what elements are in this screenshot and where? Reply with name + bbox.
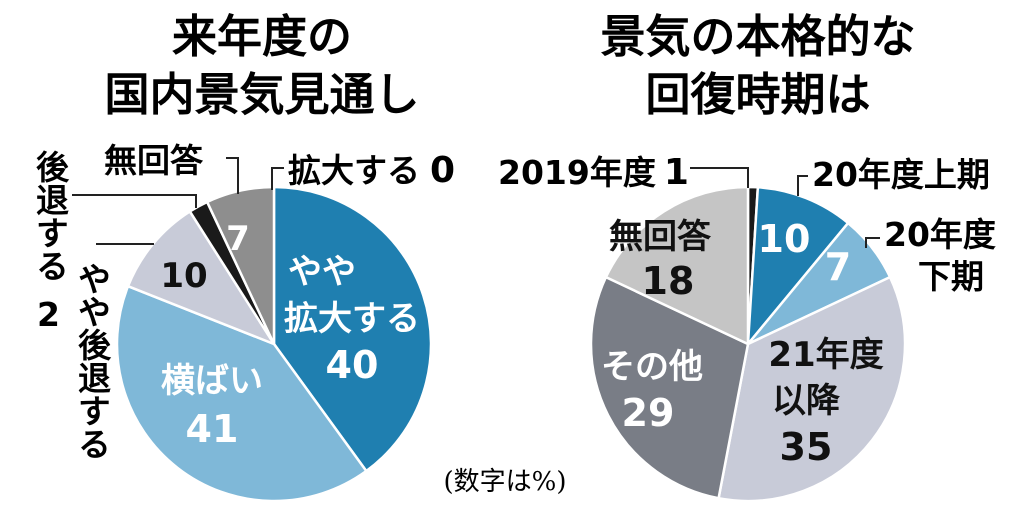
right-pie-slice-1 (746, 186, 850, 346)
value-shimoki: 7 (825, 245, 851, 289)
value-kakudai: 0 (430, 150, 455, 191)
label-shimoki-1: 20年度 (884, 215, 996, 254)
value-yokobai: 41 (186, 407, 239, 451)
label-yokobai: 横ばい (161, 361, 263, 401)
value-sonota: 29 (622, 391, 675, 435)
left-pie-slice-1 (272, 185, 433, 473)
left-pie-slice-5 (205, 185, 276, 346)
left-title-line1: 来年度の (172, 10, 352, 63)
leader-kakudai (271, 167, 284, 190)
label-yaya-kakudai-1: やや (288, 252, 356, 292)
label-kamiki: 20年度上期 (812, 155, 990, 194)
leader-mukaitou-left (226, 157, 239, 194)
value-yaya-koutai: 10 (160, 256, 207, 296)
right-pie-slice-3 (717, 275, 907, 503)
label-sonota: その他 (601, 347, 703, 387)
left-pie (115, 185, 433, 503)
label-kakudai: 拡大する (288, 151, 420, 190)
left-pie-slice-2 (115, 284, 368, 503)
leader-2019 (690, 167, 749, 188)
label-koutai: 後退する (31, 150, 70, 282)
value-koutai: 2 (37, 295, 60, 334)
label-mukaitou-right: 無回答 (609, 217, 712, 257)
label-yaya-koutai: やや後退する (73, 262, 112, 460)
label-kakudai-group: 拡大する 0 (288, 150, 455, 191)
label-yaya-kakudai-2: 拡大する (284, 299, 420, 339)
leader-koutai (72, 194, 197, 208)
label-ikou-2: 以降 (772, 381, 841, 421)
leader-shimoki (865, 237, 880, 248)
left-title-line2: 国内景気見通し (104, 68, 419, 121)
value-mukaitou-right: 18 (642, 259, 695, 303)
right-pie (589, 185, 907, 503)
right-pie-slice-4 (589, 275, 750, 500)
value-2019: 1 (664, 152, 689, 193)
value-kamiki: 10 (758, 217, 811, 261)
unit-note: (数字は%) (444, 467, 567, 497)
right-title-line1: 景気の本格的な (600, 10, 915, 63)
label-mukaitou-left: 無回答 (104, 141, 204, 180)
label-2019-group: 2019年度 1 (498, 152, 689, 193)
label-2019: 2019年度 (498, 153, 656, 192)
right-title-line2: 回復時期は (645, 68, 870, 121)
right-pie-slice-5 (604, 185, 750, 346)
value-ikou: 35 (780, 425, 833, 469)
value-yaya-kakudai: 40 (326, 343, 379, 387)
leader-kamiki (797, 175, 808, 196)
value-mukaitou-left: 7 (226, 219, 250, 259)
label-shimoki-2: 下期 (918, 257, 984, 296)
label-ikou-1: 21年度 (768, 335, 883, 375)
